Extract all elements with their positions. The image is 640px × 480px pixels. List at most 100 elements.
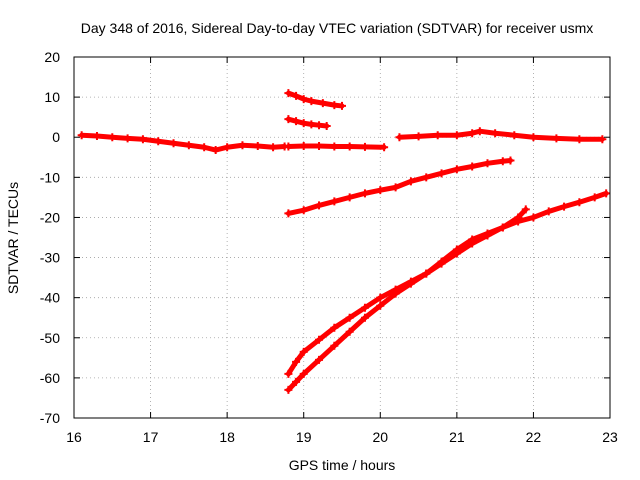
- data-point: [330, 341, 339, 350]
- data-point: [475, 127, 484, 136]
- data-point: [602, 189, 611, 198]
- data-point: [292, 377, 301, 386]
- data-point: [452, 131, 461, 140]
- data-point: [360, 142, 369, 151]
- data-point: [360, 189, 369, 198]
- data-point: [510, 131, 519, 140]
- data-point: [330, 323, 339, 332]
- data-point: [529, 133, 538, 142]
- series-trace-e: [284, 115, 331, 130]
- data-point: [345, 193, 354, 202]
- series-trace-h: [284, 189, 611, 378]
- data-point: [315, 355, 324, 364]
- plot-area: [77, 89, 611, 394]
- series-line: [396, 128, 605, 142]
- data-point: [253, 142, 262, 151]
- data-point: [138, 135, 147, 144]
- series-trace-f: [284, 156, 515, 218]
- data-point: [77, 131, 86, 140]
- y-tick-label: -10: [40, 169, 60, 185]
- data-point: [284, 89, 293, 98]
- data-point: [391, 285, 400, 294]
- data-point: [284, 115, 293, 124]
- data-point: [284, 385, 293, 394]
- data-point: [154, 137, 163, 146]
- data-point: [318, 99, 327, 108]
- data-point: [575, 135, 584, 144]
- data-point: [299, 119, 308, 128]
- y-tick-label: 10: [44, 89, 60, 105]
- data-point: [437, 169, 446, 178]
- data-point: [376, 301, 385, 310]
- series-line: [285, 157, 513, 216]
- plot-frame: [73, 56, 611, 419]
- y-tick-label: -30: [40, 250, 60, 266]
- data-point: [322, 121, 331, 130]
- data-point: [498, 157, 507, 166]
- data-point: [200, 143, 209, 152]
- data-point: [284, 142, 293, 151]
- y-axis-label: SDTVAR / TECUs: [5, 182, 21, 294]
- y-tick-label: -60: [40, 370, 60, 386]
- data-point: [452, 165, 461, 174]
- data-point: [491, 129, 500, 138]
- y-tick-label: -50: [40, 330, 60, 346]
- data-point: [376, 186, 385, 195]
- data-point: [406, 277, 415, 286]
- data-point: [238, 141, 247, 150]
- series-line: [285, 206, 529, 393]
- data-point: [184, 141, 193, 150]
- data-point: [406, 177, 415, 186]
- series-trace-d: [284, 89, 346, 110]
- data-point: [598, 135, 607, 144]
- y-tick-label: 0: [52, 129, 60, 145]
- x-tick-label: 22: [526, 429, 542, 445]
- chart-title: Day 348 of 2016, Sidereal Day-to-day VTE…: [81, 20, 594, 36]
- data-point: [414, 132, 423, 141]
- data-point: [223, 143, 232, 152]
- data-point: [315, 142, 324, 151]
- data-point: [391, 183, 400, 192]
- data-point: [514, 217, 523, 226]
- data-point: [437, 257, 446, 266]
- data-point: [575, 198, 584, 207]
- data-point: [376, 293, 385, 302]
- data-point: [590, 193, 599, 202]
- data-point: [108, 133, 117, 142]
- data-point: [468, 162, 477, 171]
- data-point: [345, 327, 354, 336]
- tick-labels: 16 17 18 19 20 21 22 23 20 10 0 -10 -20 -30 -40 -50 -60 -…: [40, 49, 618, 445]
- data-point: [483, 159, 492, 168]
- data-point: [483, 229, 492, 238]
- data-point: [123, 134, 132, 143]
- series-trace-a: [77, 131, 289, 155]
- data-point: [345, 142, 354, 151]
- axis-ticks: [73, 56, 611, 419]
- data-point: [284, 369, 293, 378]
- x-tick-label: 17: [143, 429, 159, 445]
- x-tick-label: 19: [296, 429, 312, 445]
- data-point: [498, 223, 507, 232]
- x-tick-label: 18: [219, 429, 235, 445]
- data-point: [338, 101, 346, 110]
- data-point: [330, 101, 339, 110]
- x-tick-label: 23: [602, 429, 618, 445]
- data-point: [292, 91, 301, 100]
- data-point: [269, 143, 278, 152]
- data-point: [307, 97, 316, 106]
- x-axis-label: GPS time / hours: [289, 457, 396, 473]
- data-point: [315, 335, 324, 344]
- x-tick-label: 21: [449, 429, 465, 445]
- data-point: [299, 142, 308, 151]
- data-point: [299, 206, 308, 215]
- data-point: [360, 313, 369, 322]
- data-point: [529, 213, 538, 222]
- data-point: [521, 205, 530, 214]
- series-trace-b: [284, 142, 389, 152]
- data-point: [468, 129, 477, 138]
- gridlines: [74, 57, 610, 418]
- data-point: [468, 235, 477, 244]
- y-tick-label: -20: [40, 209, 60, 225]
- data-point: [422, 173, 431, 182]
- data-point: [92, 132, 101, 141]
